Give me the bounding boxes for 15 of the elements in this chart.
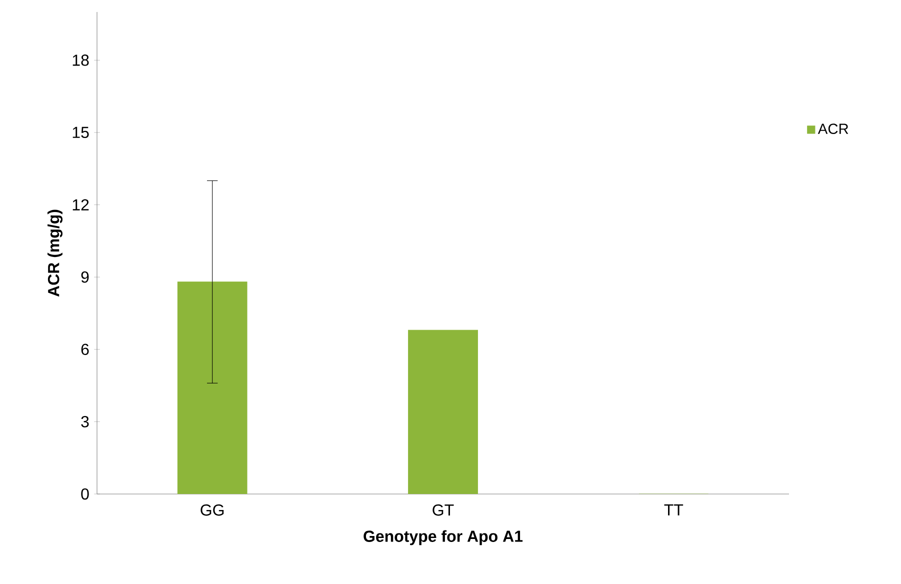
legend-label: ACR: [818, 124, 848, 134]
y-tick-label: 0: [81, 488, 89, 500]
x-tick-label: TT: [664, 504, 684, 516]
y-tick-label: 9: [81, 271, 89, 283]
y-tick-label: 12: [72, 199, 89, 210]
y-tick-label: 3: [81, 416, 89, 428]
bar: [177, 282, 248, 494]
bar: [408, 330, 478, 494]
x-axis-title: Genotype for Apo A1: [364, 530, 523, 546]
x-tick-label: GT: [432, 504, 454, 516]
y-tick-label: 6: [81, 344, 89, 356]
y-tick-label: 18: [72, 54, 89, 66]
y-axis-title: ACR (mg/g): [48, 210, 62, 297]
x-tick-label: GG: [200, 504, 224, 516]
y-tick-label: 15: [72, 126, 89, 138]
